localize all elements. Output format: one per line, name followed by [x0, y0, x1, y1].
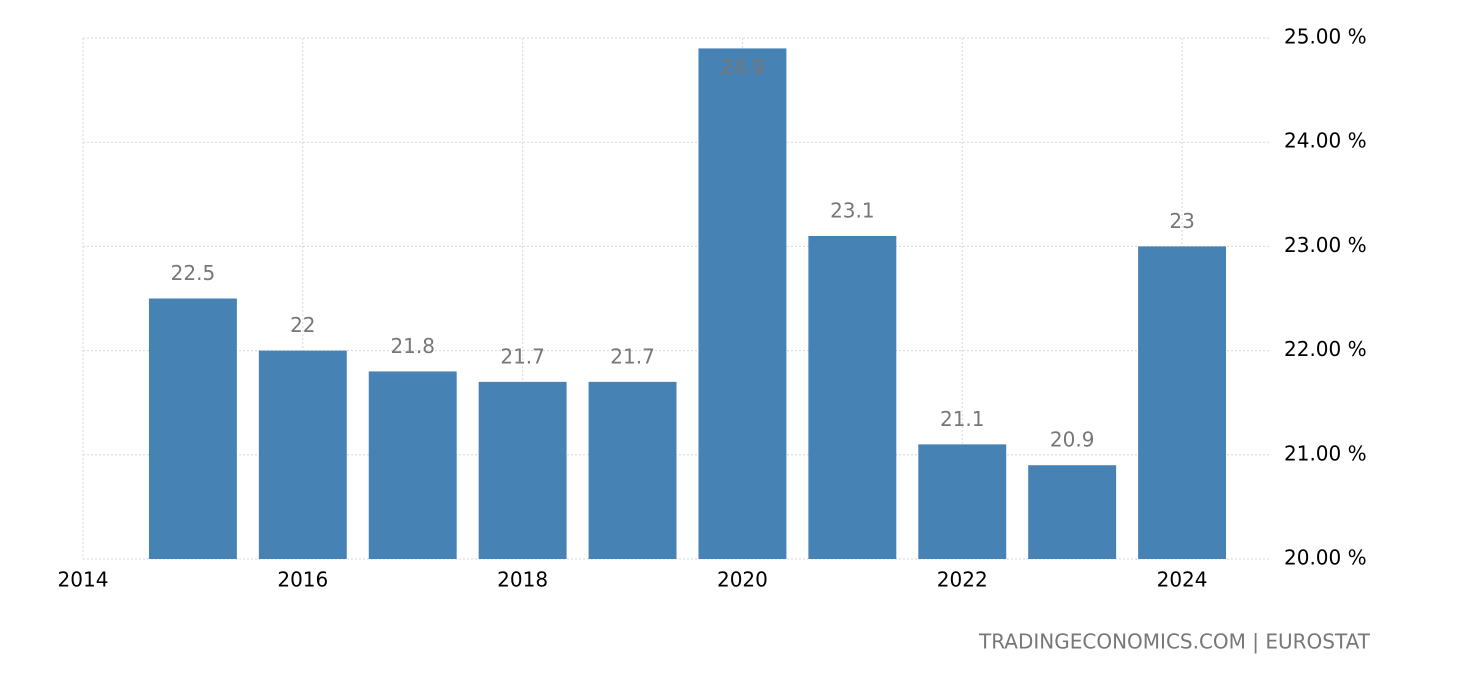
- value-label: 23.1: [830, 198, 875, 222]
- value-label: 21.7: [610, 344, 655, 368]
- x-tick-label: 2016: [277, 568, 328, 592]
- x-tick-label: 2024: [1157, 568, 1208, 592]
- x-tick-label: 2020: [717, 568, 768, 592]
- bar: [368, 371, 457, 559]
- value-label: 24.9: [720, 55, 765, 79]
- y-tick-label: 20.00 %: [1284, 546, 1367, 570]
- bar: [478, 381, 567, 559]
- bar: [1138, 246, 1227, 559]
- y-tick-label: 24.00 %: [1284, 129, 1367, 153]
- bar: [1028, 465, 1117, 559]
- bar: [258, 350, 347, 559]
- value-label: 21.1: [940, 407, 985, 431]
- source: TRADINGECONOMICS.COM | EUROSTAT: [978, 630, 1371, 654]
- y-tick-label: 25.00 %: [1284, 25, 1367, 49]
- bar: [698, 48, 787, 560]
- bar: [588, 381, 677, 559]
- value-label: 22.5: [171, 261, 216, 285]
- x-tick-label: 2018: [497, 568, 548, 592]
- value-label: 21.8: [390, 334, 435, 358]
- y-tick-label: 21.00 %: [1284, 441, 1367, 465]
- value-label: 20.9: [1050, 428, 1095, 452]
- bar: [918, 444, 1007, 559]
- y-tick-label: 22.00 %: [1284, 337, 1367, 361]
- bar: [808, 235, 897, 560]
- x-tick-label: 2014: [58, 568, 109, 592]
- bar: [148, 298, 237, 559]
- value-label: 23: [1169, 209, 1194, 233]
- value-label: 21.7: [500, 344, 545, 368]
- y-tick-label: 23.00 %: [1284, 233, 1367, 257]
- x-tick-label: 2022: [937, 568, 988, 592]
- value-label: 22: [290, 313, 315, 337]
